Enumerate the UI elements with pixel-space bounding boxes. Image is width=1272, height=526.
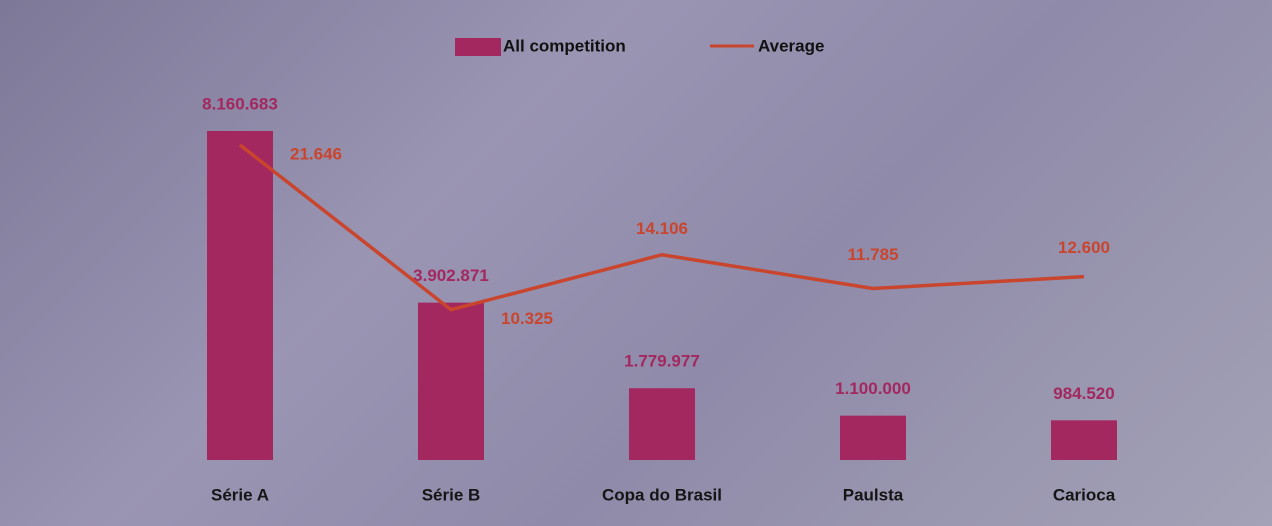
legend-label: All competition [503, 36, 626, 55]
bar-value-label: 3.902.871 [413, 266, 489, 285]
x-tick-label: Série B [422, 485, 481, 504]
bar [418, 302, 484, 460]
bar-value-label: 1.779.977 [624, 352, 700, 371]
bar-value-label: 8.160.683 [202, 94, 278, 113]
bar [629, 388, 695, 460]
bar-value-label: 984.520 [1053, 384, 1114, 403]
line-value-label: 21.646 [290, 144, 342, 163]
line-value-label: 10.325 [501, 309, 553, 328]
line-value-label: 11.785 [847, 245, 898, 264]
x-tick-label: Copa do Brasil [602, 485, 722, 504]
line [238, 143, 1085, 312]
x-tick-label: Paulsta [843, 485, 904, 504]
legend-swatch [455, 38, 501, 56]
x-tick-label: Série A [211, 485, 269, 504]
bar-value-label: 1.100.000 [835, 379, 911, 398]
line-value-label: 14.106 [636, 219, 688, 238]
bar [840, 415, 906, 460]
x-tick-label: Carioca [1053, 485, 1116, 504]
bar [207, 131, 273, 460]
line-value-label: 12.600 [1058, 238, 1110, 257]
legend-label: Average [758, 36, 824, 55]
bar [1051, 420, 1117, 460]
